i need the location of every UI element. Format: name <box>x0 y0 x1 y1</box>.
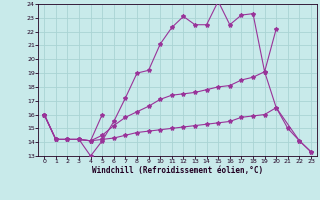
X-axis label: Windchill (Refroidissement éolien,°C): Windchill (Refroidissement éolien,°C) <box>92 166 263 175</box>
